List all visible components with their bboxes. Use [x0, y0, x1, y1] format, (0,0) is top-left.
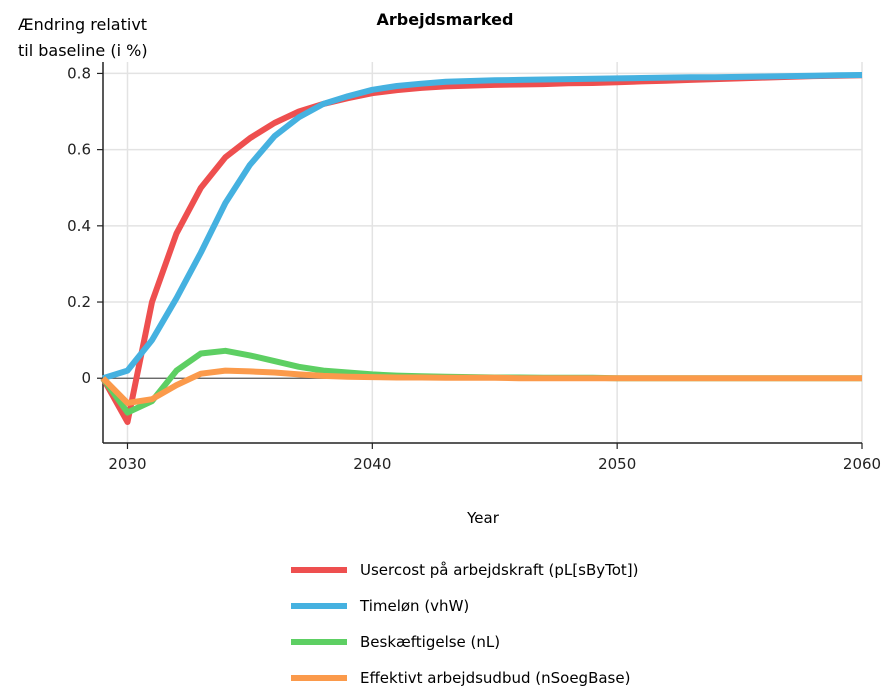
series-line-4: [100, 367, 862, 406]
x-tick-label: 2030: [108, 455, 146, 473]
series-lines: [100, 72, 863, 425]
ticks: 0 0.2 0.4 0.6 0.8 2030 2040 2050 2060: [67, 64, 881, 473]
y-tick-label: 0.6: [67, 141, 91, 159]
legend-label-2: Timeløn (vhW): [359, 597, 469, 615]
legend: Usercost på arbejdskraft (pL[sByTot]) Tim…: [291, 561, 639, 687]
x-axis-label: Year: [466, 509, 500, 527]
axes: [102, 62, 862, 444]
y-tick-label: 0: [81, 369, 91, 387]
y-tick-label: 0.4: [67, 217, 91, 235]
grid: [103, 62, 863, 443]
legend-label-1: Usercost på arbejdskraft (pL[sByTot]): [360, 561, 639, 579]
legend-label-3: Beskæftigelse (nL): [360, 633, 500, 651]
y-tick-label: 0.2: [67, 293, 91, 311]
series-line-2: [102, 72, 863, 382]
y-tick-label: 0.8: [67, 64, 91, 82]
y-axis-label-line-1: Ændring relativt: [18, 15, 147, 34]
legend-label-4: Effektivt arbejdsudbud (nSoegBase): [360, 669, 630, 687]
series-line-3: [100, 347, 862, 416]
x-tick-label: 2050: [598, 455, 636, 473]
y-axis-label-line-2: til baseline (i %): [18, 41, 148, 60]
x-tick-label: 2060: [843, 455, 881, 473]
x-tick-label: 2040: [353, 455, 391, 473]
chart-title: Arbejdsmarked: [377, 10, 514, 29]
